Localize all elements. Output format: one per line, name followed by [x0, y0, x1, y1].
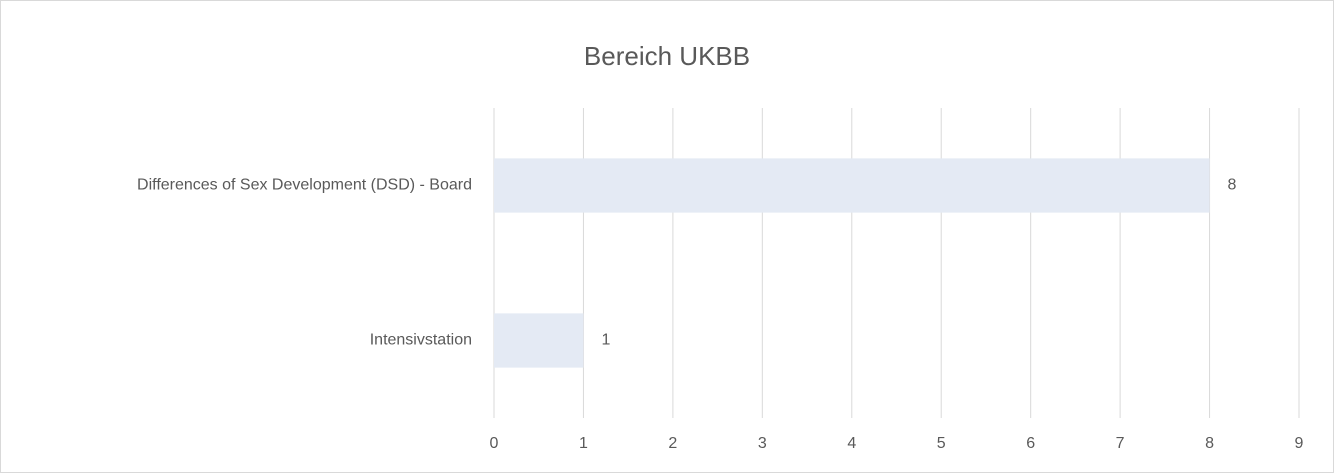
y-tick-label: Intensivstation: [370, 332, 472, 349]
bar: [494, 313, 584, 368]
x-tick-label: 2: [668, 435, 677, 452]
x-tick-label: 0: [490, 435, 499, 452]
x-tick-label: 7: [1116, 435, 1125, 452]
x-tick-label: 1: [579, 435, 588, 452]
x-tick-label: 3: [758, 435, 767, 452]
x-tick-label: 8: [1205, 435, 1214, 452]
bar: [494, 158, 1210, 213]
x-tick-label: 4: [847, 435, 856, 452]
x-tick-label: 9: [1295, 435, 1304, 452]
data-label: 1: [601, 332, 610, 349]
chart-title: Bereich UKBB: [584, 41, 750, 71]
x-tick-label: 5: [937, 435, 946, 452]
data-label: 8: [1228, 177, 1237, 194]
x-tick-label: 6: [1026, 435, 1035, 452]
y-tick-label: Differences of Sex Development (DSD) - B…: [137, 177, 472, 194]
